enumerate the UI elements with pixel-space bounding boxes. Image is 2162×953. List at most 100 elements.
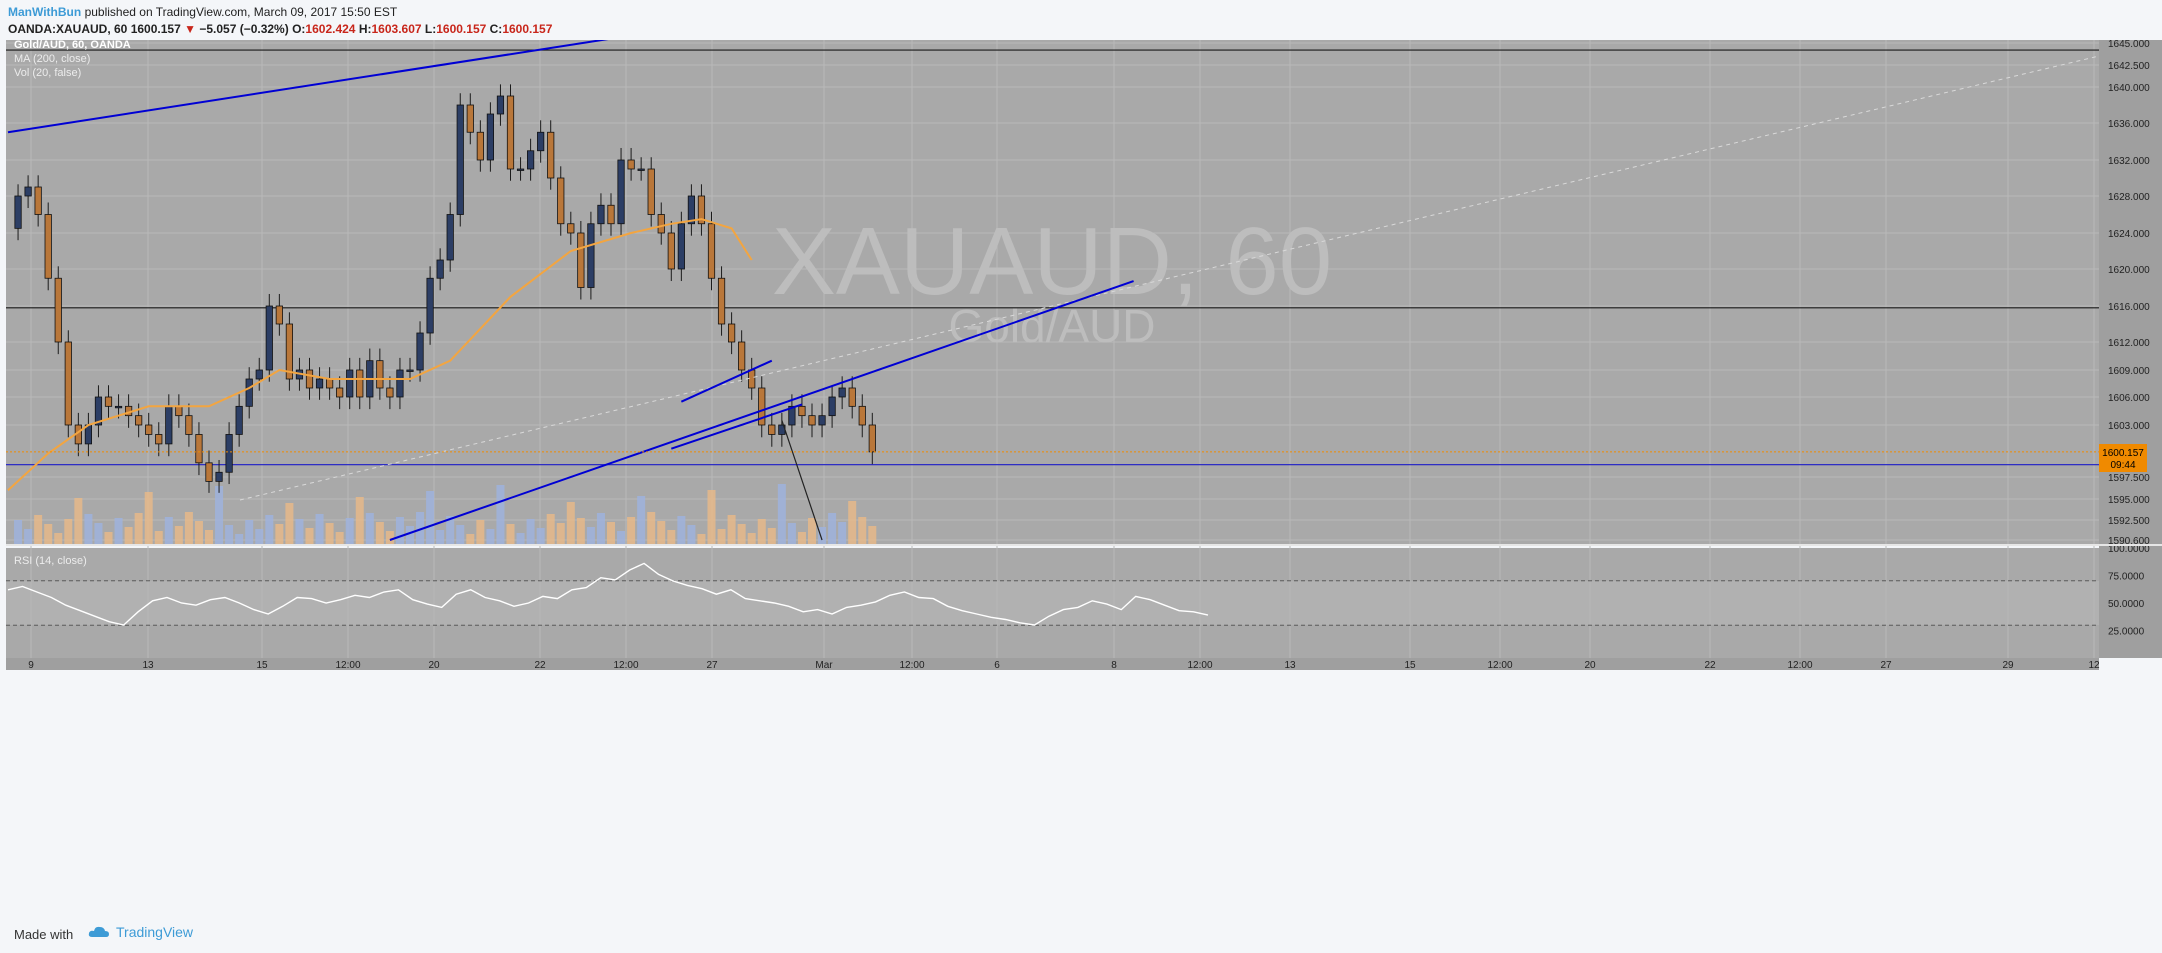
volume-bar bbox=[14, 520, 23, 544]
candle-body bbox=[24, 186, 32, 197]
time-tick-label: 12:00 bbox=[1487, 660, 1512, 671]
volume-bar bbox=[737, 524, 746, 544]
candle-body bbox=[205, 462, 213, 482]
price-pane[interactable] bbox=[6, 40, 2099, 544]
candle-body bbox=[617, 159, 625, 225]
price-tick-label: 1616.000 bbox=[2108, 302, 2150, 313]
candle-body bbox=[305, 369, 314, 389]
price-tick-label: 1642.500 bbox=[2108, 61, 2150, 72]
candle-body bbox=[466, 104, 474, 133]
time-tick-label: 9 bbox=[28, 660, 34, 671]
candle-body bbox=[195, 434, 203, 464]
candle-body bbox=[145, 424, 153, 435]
time-tick-label: 12:00 bbox=[899, 660, 924, 671]
volume-bar bbox=[647, 512, 656, 544]
open-value: 1602.424 bbox=[305, 22, 356, 36]
volume-bar bbox=[426, 491, 435, 544]
candle-body bbox=[496, 95, 505, 115]
candle-body bbox=[114, 405, 123, 409]
volume-bar bbox=[365, 513, 374, 544]
volume-bar bbox=[808, 518, 816, 544]
price-tick-label: 1609.000 bbox=[2108, 366, 2150, 377]
volume-bar bbox=[506, 524, 515, 544]
time-scale[interactable] bbox=[6, 658, 2099, 670]
rsi-tick-label: 100.0000 bbox=[2108, 544, 2150, 555]
price-axis-labels: 1645.000 1642.500 1640.000 1636.000 1632.000… bbox=[2108, 40, 2150, 547]
low-value: 1600.157 bbox=[436, 22, 487, 36]
time-tick-label: 6 bbox=[994, 660, 1000, 671]
price-tick-label: 1590.600 bbox=[2108, 536, 2150, 547]
candle-body bbox=[44, 214, 52, 279]
volume-bar bbox=[114, 518, 123, 544]
volume-bar bbox=[446, 516, 455, 544]
volume-bar bbox=[516, 533, 525, 544]
volume-bar bbox=[295, 519, 304, 544]
price-tick-label: 1640.000 bbox=[2108, 83, 2150, 94]
candle-body bbox=[235, 405, 243, 435]
candle-body bbox=[285, 323, 294, 380]
rsi-line[interactable] bbox=[7, 562, 1209, 626]
horizontal-levels[interactable] bbox=[6, 49, 2099, 466]
time-tick-label: 27 bbox=[1880, 660, 1892, 671]
open-label: O: bbox=[292, 22, 306, 36]
tradingview-link[interactable]: TradingView bbox=[88, 924, 193, 940]
legend-title: Gold/AUD, 60, OANDA bbox=[14, 40, 131, 51]
candle-body bbox=[104, 396, 113, 407]
volume-bar bbox=[355, 497, 364, 544]
ma-200-line[interactable] bbox=[7, 218, 753, 491]
candle-body bbox=[687, 195, 696, 225]
time-tick-label: 20 bbox=[1584, 660, 1596, 671]
volume-bar bbox=[144, 492, 153, 544]
legend: Gold/AUD, 60, OANDA MA (200, close) Vol … bbox=[14, 40, 131, 567]
candle-body bbox=[748, 369, 756, 389]
time-tick-label: 12:00 bbox=[1187, 660, 1212, 671]
volume-bar bbox=[687, 525, 696, 544]
volume-bar bbox=[235, 534, 244, 544]
price-badge-box bbox=[2099, 444, 2147, 472]
dashed-trendline[interactable] bbox=[239, 55, 2100, 501]
candle-body bbox=[838, 387, 846, 398]
candle-body bbox=[396, 369, 404, 398]
volume-bars bbox=[14, 484, 877, 544]
candle-body bbox=[607, 204, 615, 225]
volume-bar bbox=[84, 514, 93, 544]
price-tick-label: 1628.000 bbox=[2108, 192, 2150, 203]
candle-body bbox=[14, 195, 22, 229]
volume-bar bbox=[727, 515, 736, 544]
volume-bar bbox=[627, 517, 636, 544]
candle-body bbox=[255, 369, 263, 380]
chart-area[interactable]: XAUAUD, 60 Gold/AUD 1645.0001642.5001640… bbox=[0, 40, 2162, 914]
candle-body bbox=[828, 396, 836, 417]
legend-ma: MA (200, close) bbox=[14, 53, 90, 65]
time-tick-label: 15 bbox=[256, 660, 268, 671]
trendline bbox=[389, 280, 1134, 541]
candle-body bbox=[667, 232, 675, 270]
candle-body bbox=[185, 415, 193, 435]
author-link[interactable]: ManWithBun bbox=[8, 5, 82, 19]
legend-rsi: RSI (14, close) bbox=[14, 555, 87, 567]
candle-body bbox=[336, 387, 344, 398]
legend-vol: Vol (20, false) bbox=[14, 67, 81, 79]
price-scale[interactable] bbox=[2099, 40, 2162, 658]
tradingview-label: TradingView bbox=[116, 924, 194, 940]
candle-body bbox=[225, 434, 233, 473]
trendlines[interactable] bbox=[7, 40, 1134, 541]
volume-bar bbox=[315, 514, 324, 544]
volume-bar bbox=[74, 498, 83, 544]
volume-bar bbox=[335, 532, 344, 544]
published-text: published on TradingView.com, March 09, … bbox=[84, 5, 398, 19]
candle-body bbox=[64, 341, 72, 426]
candle-body bbox=[758, 387, 766, 426]
rsi-tick-label: 75.0000 bbox=[2108, 572, 2145, 583]
volume-bar bbox=[848, 501, 857, 544]
volume-bar bbox=[436, 530, 445, 544]
volume-bar bbox=[124, 527, 133, 544]
candle-body bbox=[557, 177, 565, 225]
price-tick-label: 1597.500 bbox=[2108, 473, 2150, 484]
candle-body bbox=[315, 378, 324, 389]
time-tick-label: 15 bbox=[1404, 660, 1416, 671]
volume-bar bbox=[34, 515, 43, 544]
volume-bar bbox=[194, 521, 203, 544]
candle-body bbox=[155, 434, 163, 445]
volume-bar bbox=[566, 502, 575, 544]
